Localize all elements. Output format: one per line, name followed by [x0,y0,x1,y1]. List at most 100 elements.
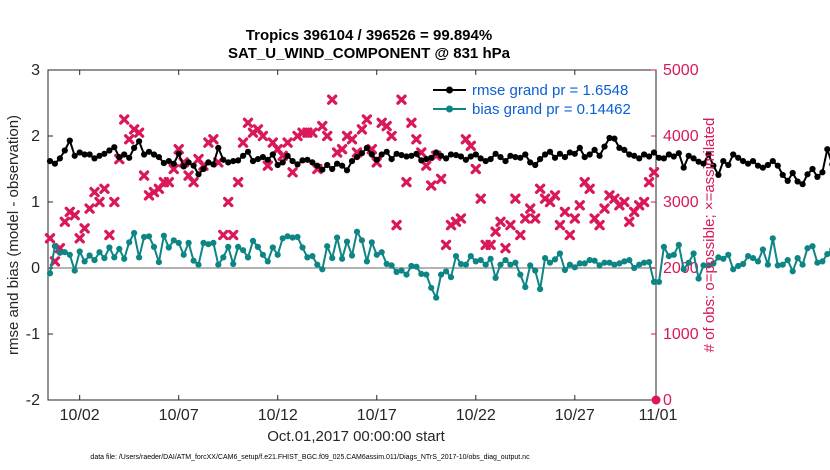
obs-assimilated-point [237,137,249,148]
obs-assimilated-point [599,203,610,214]
bias-point [824,251,830,258]
rmse-point [155,154,162,161]
bias-point [641,259,648,266]
rmse-point [66,137,73,144]
bias-point [215,261,222,268]
rmse-point [749,158,757,165]
rmse-point [170,160,177,167]
rmse-point [631,152,638,159]
bias-point [730,266,737,273]
x-tick-label: 10/02 [60,407,100,424]
y2-tick-label: 1000 [663,326,699,343]
bias-point [91,257,98,264]
rmse-point [477,155,484,162]
bias-point [522,284,529,291]
bias-point [631,264,638,272]
obs-assimilated-point [218,229,229,241]
rmse-point [428,154,435,161]
obs-assimilated-point [515,229,526,241]
rmse-point [507,152,514,159]
rmse-point [710,162,717,169]
bias-point [180,251,187,258]
bias-point [675,241,682,248]
y2-axis-ticks: 010002000300040005000 [651,62,699,409]
bias-point [343,238,351,245]
obs-assimilated-point [638,196,650,208]
obs-assimilated-point [440,239,452,251]
rmse-point [353,154,361,161]
rmse-point [799,181,806,188]
rmse-point [324,161,331,169]
bias-point [571,264,578,271]
obs-assimilated-point [133,127,145,138]
rmse-point [581,154,588,161]
bias-point [319,266,326,273]
rmse-point [660,155,668,162]
bias-point [814,259,821,266]
obs-assimilated-point [44,233,56,244]
bias-point [101,255,108,262]
bias-point [121,255,128,262]
rmse-point [145,148,153,155]
rmse-point [819,169,826,176]
bias-point [106,244,113,251]
rmse-point [542,151,549,158]
bias-point [418,270,425,277]
bias-point [274,251,281,258]
rmse-point [46,158,54,165]
obs-assimilated-point [104,229,115,241]
y-tick-label: -1 [26,326,40,343]
bias-point [86,252,93,259]
rmse-point [725,161,732,169]
rmse-point [556,150,564,157]
obs-assimilated-point [470,163,481,175]
x-axis-ticks: 10/02 10/07 10/12 10/17 10/22 10/27 11/01 [60,70,678,424]
x-tick-label: 10/27 [555,407,595,424]
rmse-point [254,156,261,163]
bias-point [527,262,534,269]
bias-point [517,271,524,278]
obs-assimilated-point [262,160,274,171]
obs-assimilated-point [163,177,175,188]
obs-assimilated-point [525,203,536,214]
x-tick-label: 11/01 [639,407,678,424]
x-axis-label: Oct.01,2017 00:00:00 start [267,428,445,445]
rmse-point [378,151,385,158]
obs-assimilated-point [594,219,605,231]
bias-point [393,268,400,276]
obs-assimilated-point [554,219,566,231]
bias-point [433,294,440,301]
bias-point [646,259,653,266]
bias-point [175,239,182,246]
obs-assimilated-point [648,167,660,178]
rmse-point [383,148,390,155]
bias-point [190,257,197,264]
obs-assimilated-point [426,180,437,191]
obs-assimilated-point [346,134,358,145]
rmse-point [343,167,351,174]
bias-point [561,266,569,274]
bias-point [61,249,68,256]
rmse-point [363,144,370,151]
bias-point [160,232,167,239]
rmse-point [244,148,252,155]
bias-point [764,261,772,268]
bias-point [200,239,207,246]
obs-assimilated-point [173,144,184,155]
rmse-point [329,165,336,173]
rmse-point [433,149,440,156]
rmse-point [230,158,237,165]
rmse-point [403,153,410,160]
bias-point [339,255,346,262]
chart-title: Tropics 396104 / 396526 = 99.894% [246,27,492,44]
y-tick-label: 1 [31,194,40,211]
rmse-point [339,162,346,169]
rmse-point [472,151,479,158]
bias-point [546,259,554,266]
bias-point [586,257,593,264]
rmse-point [467,153,474,160]
obs-assimilated-point [619,196,630,208]
obs-assimilated-point [510,193,521,204]
obs-assimilated-point [99,183,110,194]
rmse-point [319,166,326,173]
